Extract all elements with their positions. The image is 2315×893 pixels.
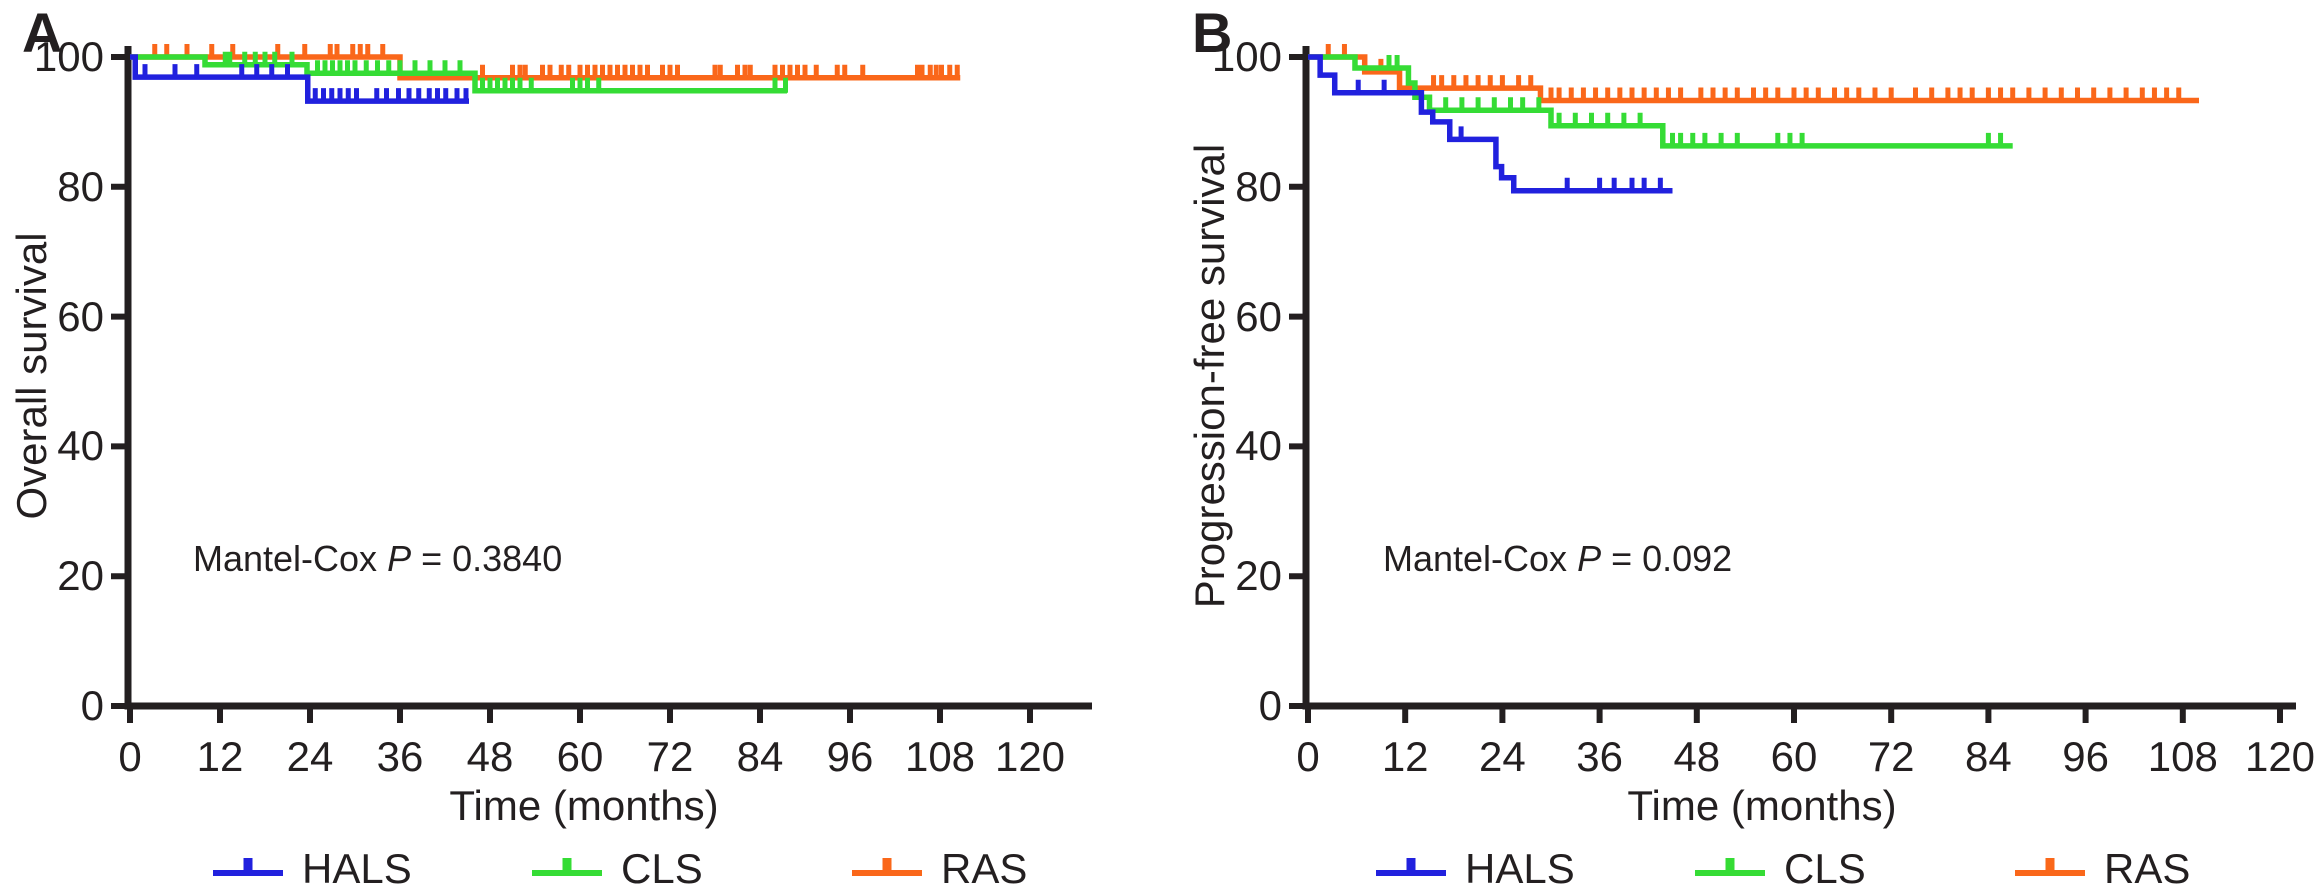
panel-b-pvalue-prefix: Mantel-Cox (1383, 538, 1578, 579)
ras-censor-glyph-icon (852, 858, 922, 876)
panel-b-y-tick-label: 20 (1235, 552, 1282, 600)
panel-a-letter: A (22, 1, 63, 64)
panel-b-legend-symbol-cls (1695, 856, 1765, 883)
panel-b-pvalue-value: = 0.092 (1601, 538, 1733, 579)
panel-a-curve-hals (130, 54, 469, 104)
panel-b-x-tick-label: 120 (2244, 733, 2315, 780)
panel-b-curve-hals (1308, 54, 1673, 194)
panel-b-letter: B (1192, 1, 1233, 64)
panel-b-y-tick-label: 60 (1235, 292, 1282, 340)
panel-a-y-tick-label: 80 (57, 162, 104, 210)
panel-b-x-axis-label: Time (months) (1627, 782, 1897, 829)
panel-a-y-tick-label: 0 (80, 682, 104, 729)
panel-b-legend-symbol-hals (1376, 856, 1446, 883)
panel-b-censor-marks-cls (1386, 55, 2004, 148)
panel-b-censor-marks-hals (1355, 79, 1663, 193)
panel-b-x-tick-label: 72 (1867, 733, 1915, 780)
panel-a-x-tick-label: 120 (994, 733, 1066, 780)
panel-b-legend-label-ras: RAS (2104, 845, 2191, 892)
panel-a-pvalue-annotation: Mantel-Cox P = 0.3840 (193, 538, 562, 580)
panel-a-legend-symbol-hals (213, 856, 283, 883)
panel-a-y-tick-label: 60 (57, 292, 104, 340)
panel-a-x-tick-label: 36 (376, 733, 424, 780)
panel-a-x-tick-label: 96 (826, 733, 874, 780)
panel-a-pvalue-symbol: P (387, 538, 412, 579)
panel-b-y-tick-label: 80 (1235, 162, 1282, 210)
panel-a-y-axis-label: Overall survival (8, 232, 55, 520)
panel-a-legend-symbol-cls (532, 856, 602, 883)
panel-a-x-tick-label: 60 (556, 733, 604, 780)
panel-a-y-tick-label: 40 (57, 422, 104, 470)
panel-b-x-tick-label: 12 (1381, 733, 1429, 780)
panel-b-x-tick-label: 48 (1673, 733, 1721, 780)
panel-a-censor-marks-ras (152, 44, 960, 80)
panel-b-y-axis-label: Progression-free survival (1186, 143, 1233, 609)
panel-b-x-tick-label: 108 (2147, 733, 2218, 780)
ras-censor-glyph-icon (2015, 858, 2085, 876)
panel-a-legend-symbol-ras (852, 856, 922, 883)
panel-b-censor-marks-ras (1325, 44, 2182, 103)
panel-a-x-tick-label: 0 (118, 733, 142, 780)
panel-b-y-tick-label: 100 (1211, 33, 1282, 80)
panel-a-curve-cls (130, 54, 787, 94)
panel-b-y-tick-label: 40 (1235, 422, 1282, 470)
panel-a-pvalue-value: = 0.3840 (411, 538, 563, 579)
panel-b-pvalue-symbol: P (1577, 538, 1602, 579)
panel-a-x-tick-label: 24 (286, 733, 334, 780)
panel-a-y-tick-label: 100 (33, 33, 104, 80)
panel-b-y-tick-label: 0 (1258, 682, 1282, 729)
panel-a-x-tick-label: 108 (904, 733, 976, 780)
cls-censor-glyph-icon (1695, 858, 1765, 876)
panel-b-x-tick-label: 96 (2062, 733, 2109, 780)
panel-b-x-tick-label: 24 (1479, 733, 1526, 780)
panel-a-x-tick-label: 48 (466, 733, 514, 780)
panel-a-legend-label-cls: CLS (621, 845, 703, 892)
panel-a-y-tick-label: 20 (57, 552, 104, 600)
panel-a-legend-label-ras: RAS (941, 845, 1028, 892)
panel-a-x-tick-label: 72 (646, 733, 694, 780)
panel-b-x-tick-label: 36 (1576, 733, 1623, 780)
panel-a-x-tick-label: 84 (736, 733, 784, 780)
hals-censor-glyph-icon (213, 858, 283, 876)
panel-a-pvalue-prefix: Mantel-Cox (193, 538, 388, 579)
panel-a-censor-marks-cls (222, 51, 788, 93)
hals-censor-glyph-icon (1376, 858, 1446, 876)
panel-a-x-tick-label: 12 (196, 733, 244, 780)
panel-b-legend-symbol-ras (2015, 856, 2085, 883)
panel-a-x-axis-label: Time (months) (449, 782, 719, 829)
panel-a-legend-label-hals: HALS (302, 845, 412, 892)
panel-b-legend-label-hals: HALS (1465, 845, 1575, 892)
panel-b-x-tick-label: 84 (1965, 733, 2012, 780)
panel-b-legend-label-cls: CLS (1784, 845, 1866, 892)
panel-a-censor-marks-hals (142, 64, 469, 104)
panel-b-pvalue-annotation: Mantel-Cox P = 0.092 (1383, 538, 1732, 580)
cls-censor-glyph-icon (532, 858, 602, 876)
panel-b-x-tick-label: 60 (1770, 733, 1818, 780)
panel-b-x-tick-label: 0 (1296, 733, 1320, 780)
